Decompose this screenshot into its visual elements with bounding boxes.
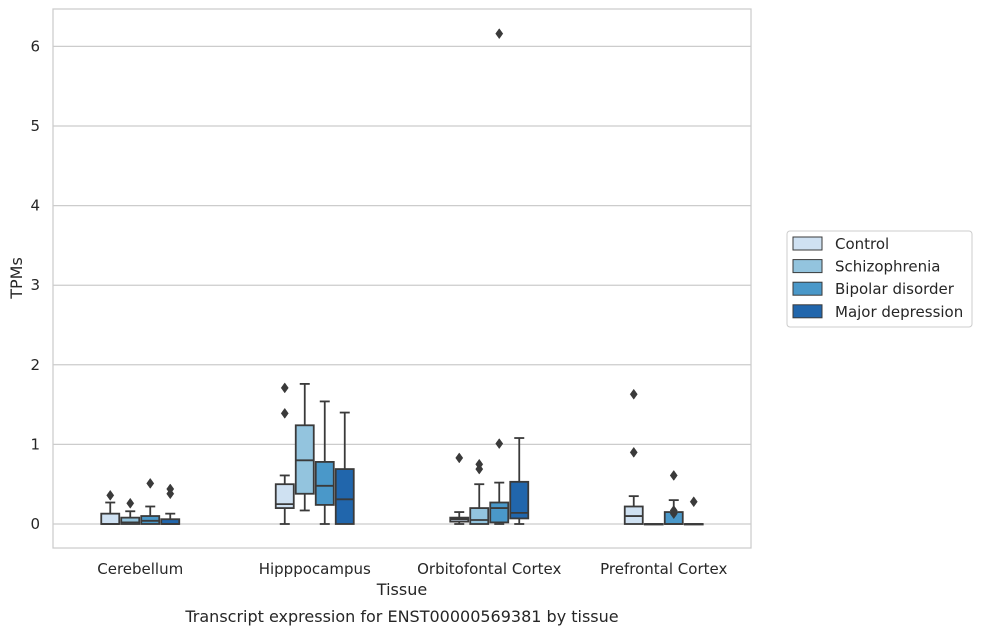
box-major-depression xyxy=(160,483,181,525)
x-tick-label: Prefrontal Cortex xyxy=(600,560,727,578)
box-schizophrenia xyxy=(120,497,141,525)
box-bipolar-disorder xyxy=(489,28,510,525)
box-body xyxy=(509,480,530,520)
box-bipolar-disorder xyxy=(140,477,161,525)
y-tick-label: 4 xyxy=(30,197,40,215)
y-tick-label: 0 xyxy=(30,515,40,533)
outlier-point xyxy=(455,452,464,464)
chart-caption: Transcript expression for ENST0000056938… xyxy=(184,607,618,626)
legend-swatch xyxy=(792,281,823,296)
legend-label: Major depression xyxy=(835,303,963,321)
box-body xyxy=(489,501,510,524)
legend-label: Schizophrenia xyxy=(835,258,940,276)
box-body xyxy=(469,507,490,525)
legend: Control Schizophrenia Bipolar disorder Majo… xyxy=(786,230,973,328)
plot-frame xyxy=(52,8,752,549)
legend-swatch xyxy=(792,259,823,274)
outlier-point xyxy=(106,489,115,501)
x-tick-labels: Cerebellum Hipppocampus Orbitofontal Corte… xyxy=(97,560,727,578)
y-tick-labels: 0 1 2 3 4 5 6 xyxy=(30,37,40,533)
legend-label: Control xyxy=(835,235,889,253)
outlier-point xyxy=(126,497,135,509)
box-body xyxy=(274,483,295,509)
box-body xyxy=(314,461,335,506)
outlier-point xyxy=(280,382,289,394)
outlier-point xyxy=(669,505,678,516)
box-bipolar-disorder xyxy=(314,400,335,525)
outlier-point xyxy=(495,438,504,450)
box-control xyxy=(100,489,121,525)
box-major-depression xyxy=(334,411,355,525)
box-body xyxy=(334,468,355,525)
outlier-point xyxy=(629,388,638,400)
box-control xyxy=(274,382,295,525)
legend-frame xyxy=(786,230,973,328)
legend-swatch xyxy=(792,304,823,319)
box-schizophrenia xyxy=(294,383,315,512)
x-tick-label: Cerebellum xyxy=(97,560,183,578)
outlier-point xyxy=(280,407,289,419)
y-tick-label: 5 xyxy=(30,117,40,135)
legend-label: Bipolar disorder xyxy=(835,280,955,298)
box-series xyxy=(100,28,704,526)
y-tick-label: 6 xyxy=(30,37,40,55)
box-control xyxy=(449,452,470,525)
outlier-point xyxy=(629,446,638,458)
outlier-point xyxy=(166,483,175,495)
outlier-point xyxy=(495,28,504,40)
legend-swatch xyxy=(792,236,823,251)
x-axis-title: Tissue xyxy=(376,580,427,599)
box-major-depression xyxy=(683,496,704,526)
box-schizophrenia xyxy=(469,458,490,525)
box-body xyxy=(100,512,121,525)
box-control xyxy=(623,388,644,525)
y-tick-label: 3 xyxy=(30,276,40,294)
box-body xyxy=(120,516,141,525)
x-tick-label: Hipppocampus xyxy=(259,560,371,578)
x-tick-label: Orbitofontal Cortex xyxy=(417,560,561,578)
box-major-depression xyxy=(509,437,530,525)
y-gridlines xyxy=(53,45,751,525)
outlier-point xyxy=(669,470,678,481)
box-bipolar-disorder xyxy=(663,470,684,525)
outlier-point xyxy=(475,458,484,470)
y-tick-label: 1 xyxy=(30,435,40,453)
outlier-point xyxy=(689,496,698,508)
box-schizophrenia xyxy=(643,523,664,526)
outlier-point xyxy=(146,477,155,489)
y-axis-title: TPMs xyxy=(7,257,26,300)
y-tick-label: 2 xyxy=(30,356,40,374)
